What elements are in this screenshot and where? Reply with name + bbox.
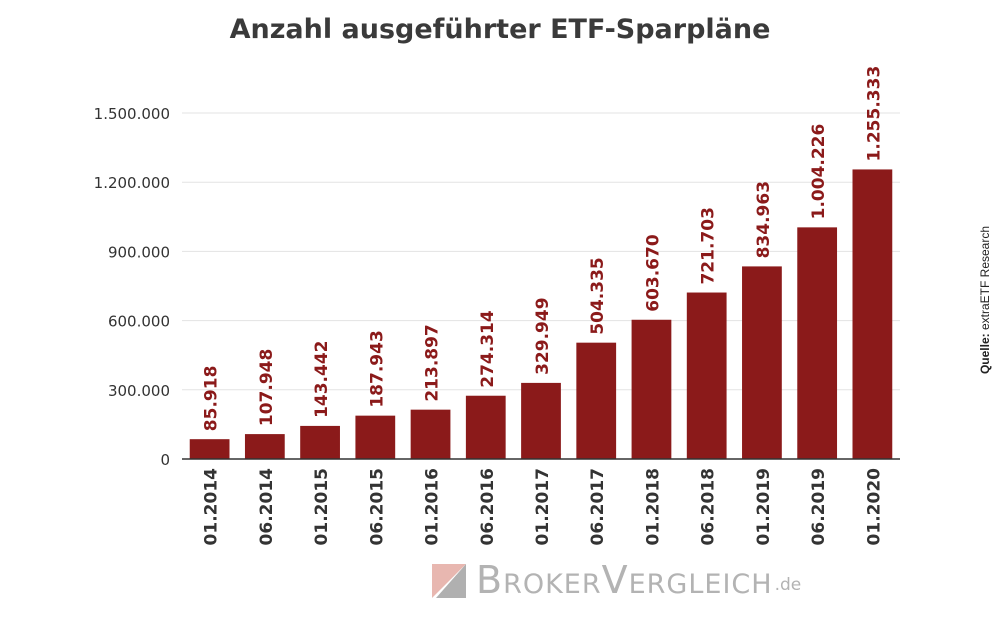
source-note: Quelle: extraETF Research: [978, 226, 992, 374]
chart-title: Anzahl ausgeführter ETF-Sparpläne: [229, 14, 771, 45]
bar-value-label: 504.335: [588, 257, 608, 334]
y-tick-label: 900.000: [108, 243, 170, 261]
bar-value-label: 329.949: [533, 297, 553, 374]
bar-value-label: 107.948: [257, 349, 277, 426]
x-tick-label: 06.2017: [588, 468, 608, 545]
y-tick-label: 1.200.000: [94, 174, 170, 192]
bar: [355, 415, 396, 459]
bar: [410, 409, 451, 459]
x-axis-tick-labels: 01.2014 06.2014 01.2015 06.2015 01.2016 06.20…: [202, 468, 885, 546]
bar-value-label: 834.963: [754, 181, 774, 258]
source-text: extraETF Research: [978, 225, 992, 331]
bar: [521, 382, 561, 459]
bar-value-label: 721.703: [699, 207, 719, 284]
bar: [300, 425, 340, 459]
y-tick-label: 1.500.000: [94, 105, 170, 123]
bar: [797, 227, 838, 459]
bar-value-label: 213.897: [423, 324, 443, 401]
x-tick-label: 01.2014: [202, 468, 222, 546]
x-tick-label: 01.2018: [643, 468, 663, 545]
x-tick-label: 01.2016: [423, 468, 443, 545]
x-tick-label: 06.2019: [809, 468, 829, 545]
bar-value-label: 1.004.226: [809, 124, 829, 220]
y-tick-label: 300.000: [108, 382, 170, 400]
x-tick-label: 01.2020: [864, 468, 884, 546]
bar-value-label: 603.670: [643, 234, 663, 312]
x-tick-label: 06.2015: [367, 468, 387, 545]
bar: [686, 292, 727, 459]
bar: [465, 395, 506, 459]
x-tick-label: 06.2018: [699, 468, 719, 545]
bar: [852, 169, 893, 459]
brand-logo: BrokerVergleich .de: [432, 560, 801, 600]
bar: [244, 434, 285, 459]
bar-value-label: 85.918: [202, 366, 222, 432]
source-label: Quelle:: [978, 333, 992, 375]
x-tick-label: 06.2016: [478, 468, 498, 545]
bar-value-label: 274.314: [478, 310, 498, 388]
bar: [631, 319, 672, 459]
bar-value-label: 187.943: [367, 330, 387, 407]
bar: [576, 342, 617, 459]
y-axis-tick-labels: 0 300.000 600.000 900.000 1.200.000 1.500.000: [94, 105, 170, 469]
x-tick-label: 01.2017: [533, 468, 553, 545]
logo-text: BrokerVergleich: [476, 558, 773, 602]
x-tick-label: 06.2014: [257, 468, 277, 546]
bars: [189, 169, 893, 459]
bar-value-label: 1.255.333: [864, 66, 884, 162]
x-tick-label: 01.2019: [754, 468, 774, 545]
logo-tld: .de: [774, 575, 802, 595]
logo-mark-icon: [432, 564, 466, 598]
y-tick-label: 600.000: [108, 313, 170, 331]
bar: [742, 266, 782, 459]
bar-value-label: 143.442: [312, 340, 332, 417]
bar: [189, 439, 230, 459]
x-tick-label: 01.2015: [312, 468, 332, 545]
y-tick-label: 0: [160, 451, 170, 469]
value-labels: 85.918 107.948 143.442 187.943 213.897 274.31…: [202, 66, 885, 431]
